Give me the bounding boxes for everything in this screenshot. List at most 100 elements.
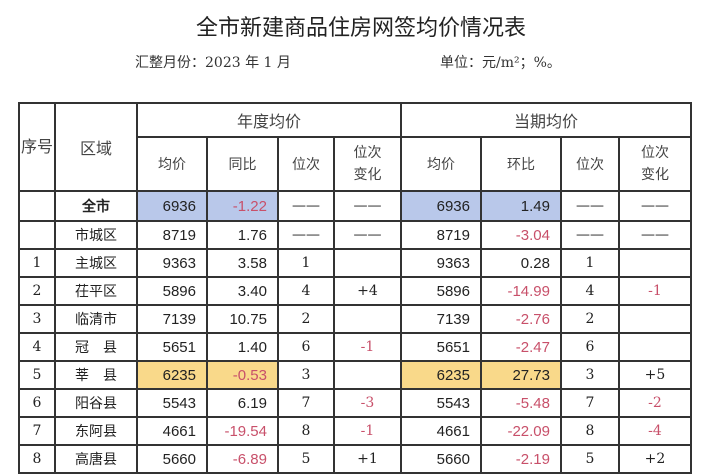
price-table: 序号 区域 年度均价 当期均价 均价 同比 位次 位次变化 均价 环比 位次 位…	[18, 102, 692, 474]
cell-a-chg	[333, 360, 402, 390]
cell-c-rank: 3	[560, 360, 620, 390]
cell-c-chg: +2	[618, 444, 692, 474]
cell-a-chg: ——	[333, 190, 402, 222]
cell-a-rank: 5	[277, 444, 335, 474]
cell-seq: 3	[18, 304, 56, 334]
cell-c-avg: 5660	[400, 444, 482, 474]
cell-c-mom: -2.76	[480, 304, 562, 334]
cell-a-yoy: -6.89	[206, 444, 279, 474]
header-mom: 环比	[480, 136, 562, 192]
cell-c-avg: 5543	[400, 388, 482, 418]
period-label: 汇整月份：2023 年 1 月	[135, 55, 291, 71]
header-annual-rank-change: 位次变化	[333, 136, 402, 192]
cell-a-avg: 6235	[136, 360, 208, 390]
header-current-rank-change: 位次变化	[618, 136, 692, 192]
cell-area: 茌平区	[54, 276, 138, 306]
table-row: 市城区 8719 1.76 —— —— 8719 -3.04 —— ——	[18, 220, 692, 250]
cell-c-avg: 6235	[400, 360, 482, 390]
cell-a-yoy: 1.40	[206, 332, 279, 362]
cell-c-chg	[618, 248, 692, 278]
table-row: 6 阳谷县 5543 6.19 7 -3 5543 -5.48 7 -2	[18, 388, 692, 418]
header-annual-avg: 均价	[136, 136, 208, 192]
cell-a-chg: +1	[333, 444, 402, 474]
cell-c-chg	[618, 304, 692, 334]
table-row: 3 临清市 7139 10.75 2 7139 -2.76 2	[18, 304, 692, 334]
cell-a-chg: +4	[333, 276, 402, 306]
cell-c-chg: ——	[618, 220, 692, 250]
cell-a-avg: 8719	[136, 220, 208, 250]
cell-c-mom: -3.04	[480, 220, 562, 250]
cell-c-avg: 4661	[400, 416, 482, 446]
cell-a-chg: -1	[333, 332, 402, 362]
cell-c-rank: 1	[560, 248, 620, 278]
cell-a-avg: 7139	[136, 304, 208, 334]
cell-a-yoy: -19.54	[206, 416, 279, 446]
header-area: 区域	[54, 102, 138, 192]
cell-a-yoy: 3.40	[206, 276, 279, 306]
cell-a-avg: 9363	[136, 248, 208, 278]
cell-c-avg: 8719	[400, 220, 482, 250]
cell-c-chg	[618, 332, 692, 362]
cell-c-rank: ——	[560, 190, 620, 222]
cell-a-rank: ——	[277, 190, 335, 222]
cell-seq: 2	[18, 276, 56, 306]
cell-a-rank: 6	[277, 332, 335, 362]
header-current-rank: 位次	[560, 136, 620, 192]
cell-a-avg: 6936	[136, 190, 208, 222]
cell-c-rank: 8	[560, 416, 620, 446]
cell-a-chg: ——	[333, 220, 402, 250]
cell-c-avg: 5896	[400, 276, 482, 306]
cell-c-mom: -14.99	[480, 276, 562, 306]
cell-area: 临清市	[54, 304, 138, 334]
cell-c-chg: +5	[618, 360, 692, 390]
cell-seq: 1	[18, 248, 56, 278]
cell-c-chg: ——	[618, 190, 692, 222]
page-title: 全市新建商品住房网签均价情况表	[195, 16, 526, 41]
cell-area: 全市	[54, 190, 138, 222]
cell-c-avg: 5651	[400, 332, 482, 362]
cell-seq: 7	[18, 416, 56, 446]
cell-c-mom: 0.28	[480, 248, 562, 278]
table-row: 全市 6936 -1.22 —— —— 6936 1.49 —— ——	[18, 190, 692, 222]
cell-c-mom: -22.09	[480, 416, 562, 446]
table-row: 1 主城区 9363 3.58 1 9363 0.28 1	[18, 248, 692, 278]
cell-a-rank: 7	[277, 388, 335, 418]
header-seq: 序号	[18, 102, 56, 192]
cell-c-chg: -2	[618, 388, 692, 418]
cell-a-avg: 5660	[136, 444, 208, 474]
cell-area: 主城区	[54, 248, 138, 278]
cell-a-rank: 8	[277, 416, 335, 446]
cell-a-chg	[333, 248, 402, 278]
cell-c-mom: -5.48	[480, 388, 562, 418]
cell-c-avg: 7139	[400, 304, 482, 334]
cell-a-avg: 5896	[136, 276, 208, 306]
cell-c-chg: -4	[618, 416, 692, 446]
cell-area: 市城区	[54, 220, 138, 250]
header-annual: 年度均价	[136, 102, 402, 138]
cell-a-yoy: 10.75	[206, 304, 279, 334]
cell-c-mom: -2.47	[480, 332, 562, 362]
cell-a-rank: ——	[277, 220, 335, 250]
cell-c-mom: -2.19	[480, 444, 562, 474]
cell-a-rank: 3	[277, 360, 335, 390]
cell-seq	[18, 220, 56, 250]
cell-seq: 5	[18, 360, 56, 390]
cell-seq	[18, 190, 56, 222]
unit-label: 单位：元/m²；%。	[440, 55, 561, 71]
cell-c-rank: 7	[560, 388, 620, 418]
header-annual-rank: 位次	[277, 136, 335, 192]
cell-a-yoy: 6.19	[206, 388, 279, 418]
table-row: 8 高唐县 5660 -6.89 5 +1 5660 -2.19 5 +2	[18, 444, 692, 474]
cell-c-rank: 4	[560, 276, 620, 306]
cell-c-mom: 1.49	[480, 190, 562, 222]
cell-a-rank: 2	[277, 304, 335, 334]
cell-c-rank: 6	[560, 332, 620, 362]
header-current-avg: 均价	[400, 136, 482, 192]
cell-area: 冠 县	[54, 332, 138, 362]
cell-c-rank: 5	[560, 444, 620, 474]
cell-c-rank: ——	[560, 220, 620, 250]
cell-a-yoy: -1.22	[206, 190, 279, 222]
cell-a-chg	[333, 304, 402, 334]
